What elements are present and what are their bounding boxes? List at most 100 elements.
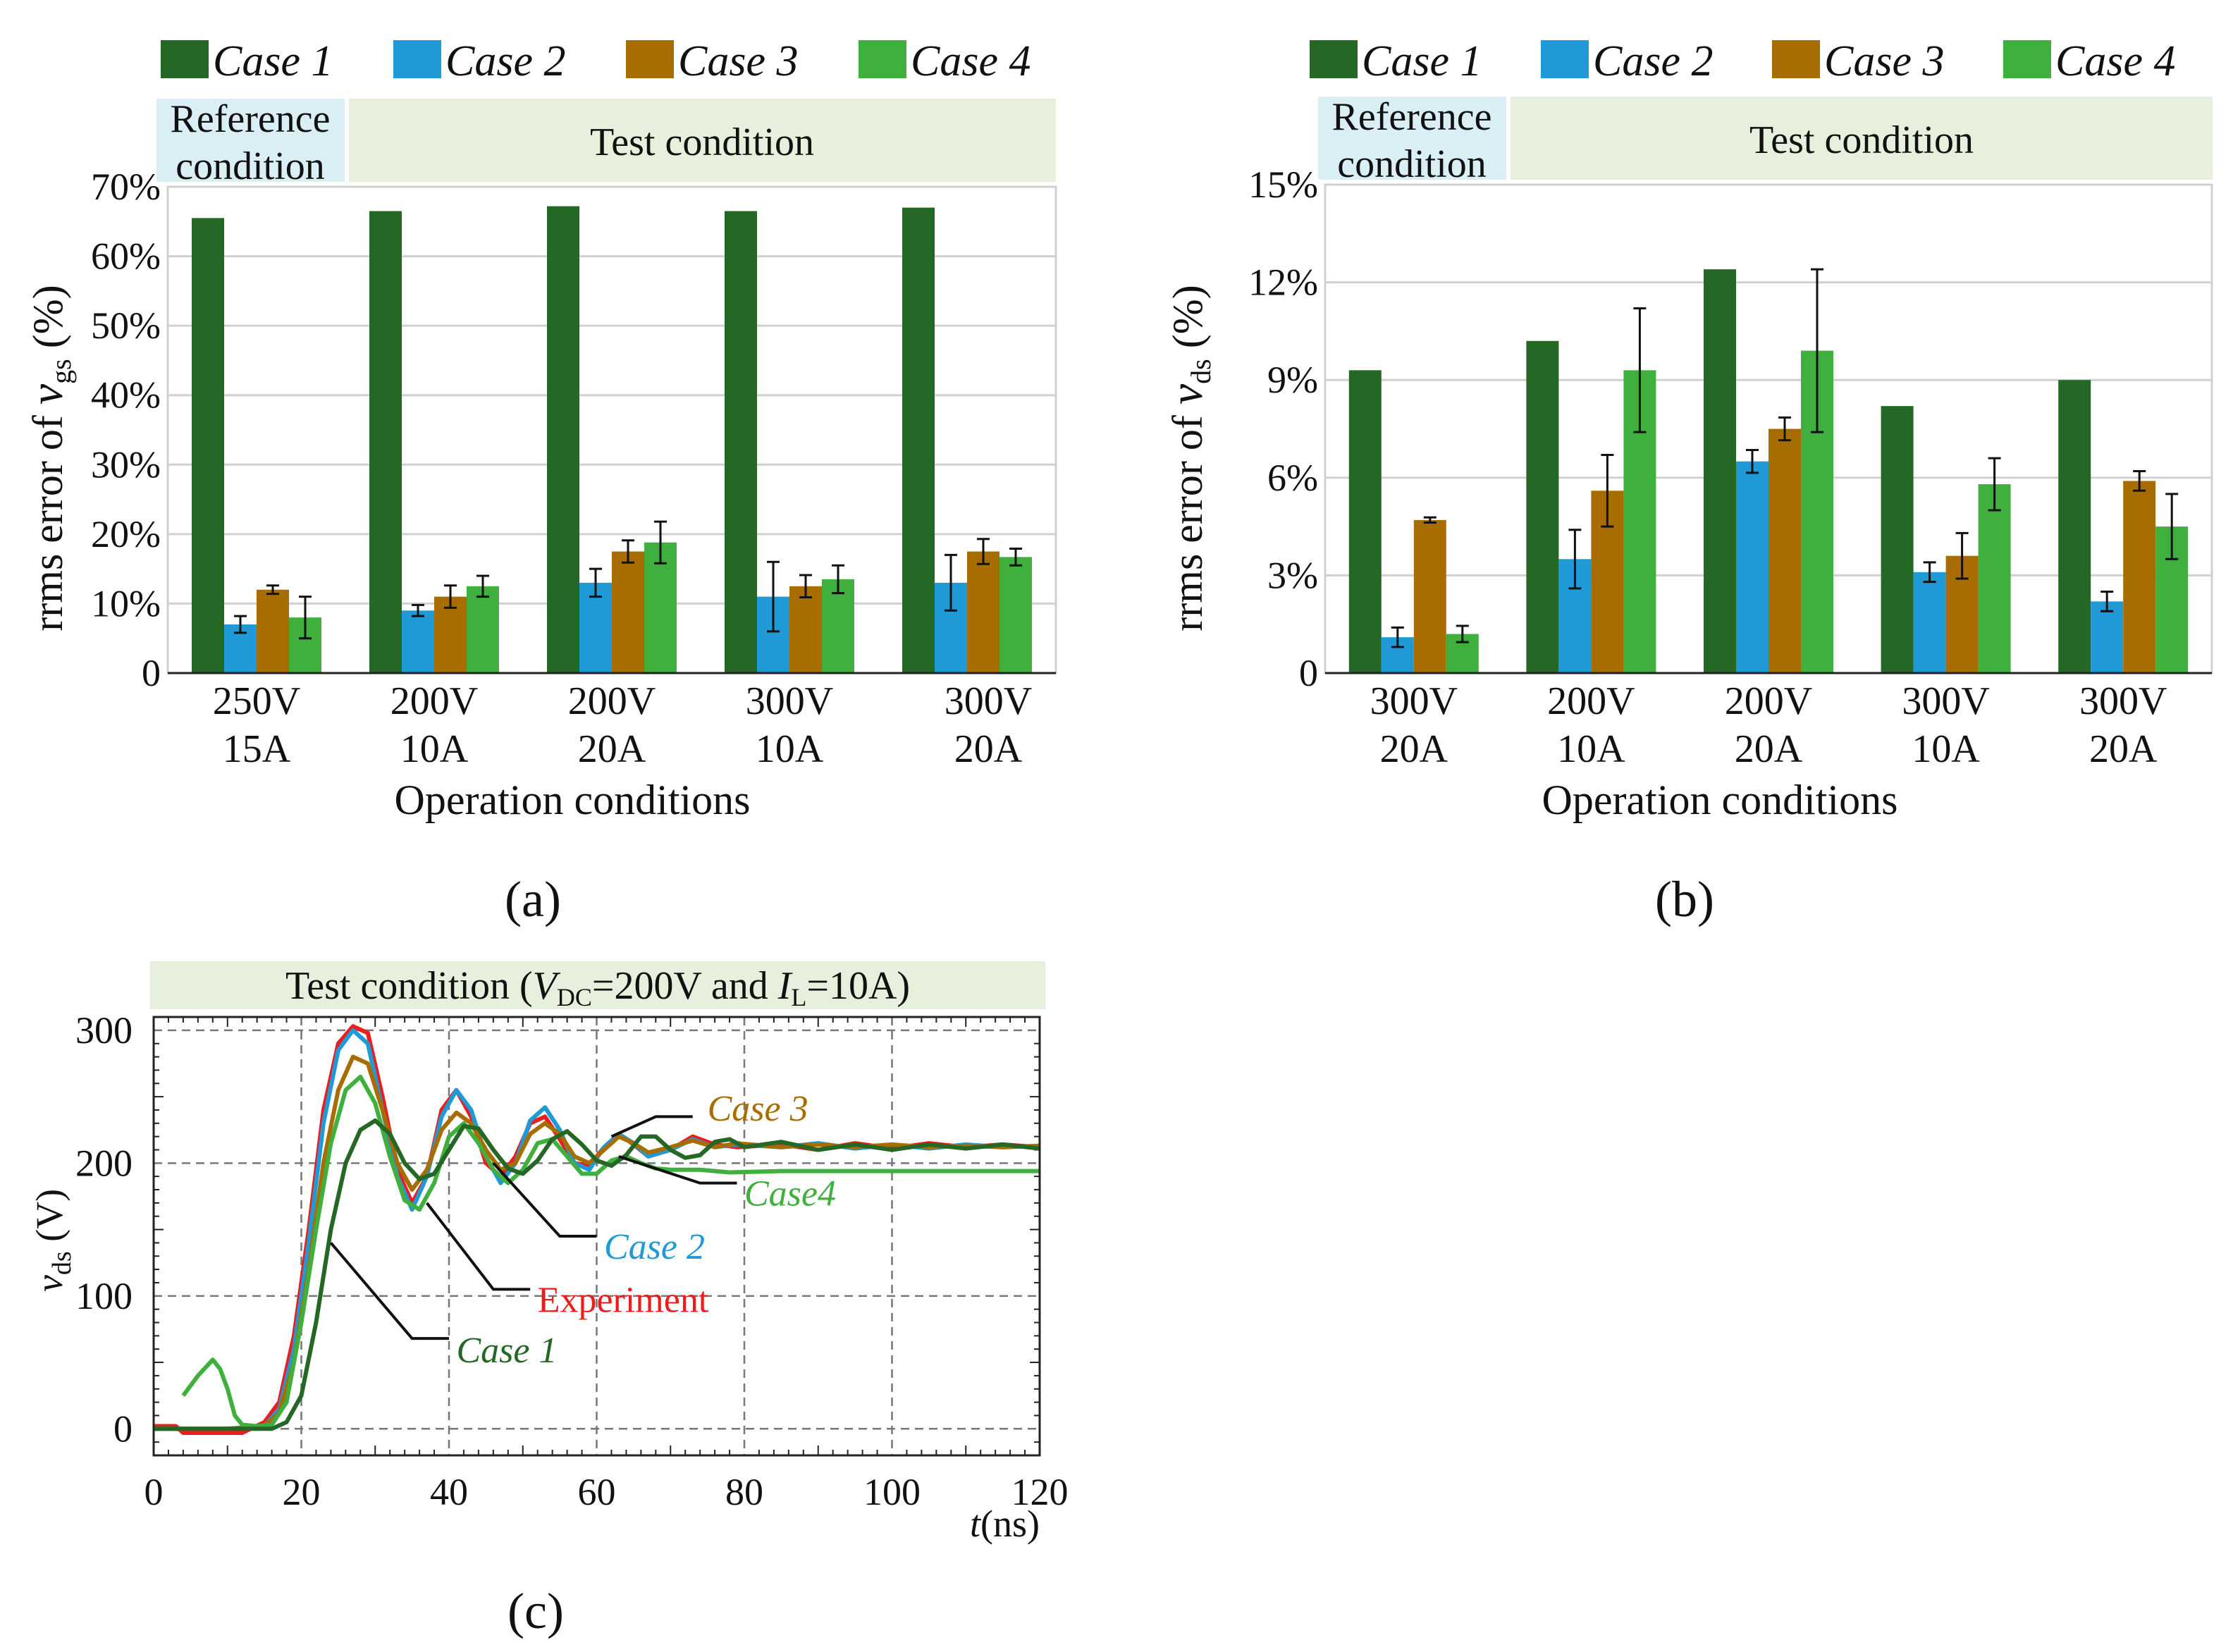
x-axis-title-a: Operation conditions xyxy=(395,777,751,823)
y-tick-label: 6% xyxy=(1267,457,1318,499)
category-label: 200V xyxy=(1547,679,1635,723)
y-tick-label: 12% xyxy=(1248,261,1318,304)
annotation-label: Case4 xyxy=(744,1174,836,1214)
bar-case3 xyxy=(612,551,644,673)
condition-bands-b: Reference condition Test condition xyxy=(1318,95,2213,186)
category-label: 200V xyxy=(568,679,656,723)
bar-case2 xyxy=(1736,461,1768,673)
category-label: 300V xyxy=(945,679,1032,723)
plot-frame xyxy=(152,1016,1041,1457)
test-label-a: Test condition xyxy=(590,121,814,164)
reference-label-b-line2: condition xyxy=(1337,142,1487,186)
x-tick-label: 60 xyxy=(578,1471,616,1513)
legend-swatch-4 xyxy=(859,40,906,78)
bar-case1 xyxy=(1881,406,1914,673)
category-label: 15A xyxy=(223,727,291,771)
reference-label-a-line1: Reference xyxy=(171,97,331,141)
bar-case1 xyxy=(547,206,579,674)
y-tick-label: 70% xyxy=(91,166,161,208)
panel-label-a: (a) xyxy=(505,871,561,927)
x-tick-label: 80 xyxy=(725,1471,763,1513)
y-axis-title-c: vds (V) xyxy=(28,1189,77,1292)
x-tick-label: 120 xyxy=(1011,1471,1069,1513)
bar-case3 xyxy=(434,596,467,673)
x-tick-label: 20 xyxy=(283,1471,321,1513)
line-case-1 xyxy=(154,1118,1040,1431)
bar-case4 xyxy=(822,579,854,673)
legend-swatch-2 xyxy=(393,40,441,78)
bar-case1 xyxy=(902,207,935,674)
y-tick-label: 20% xyxy=(91,513,161,555)
bar-case3 xyxy=(1413,519,1446,673)
category-label: 20A xyxy=(954,727,1023,771)
legend-swatch-1 xyxy=(1310,40,1358,78)
panel-c: Test condition (VDC=200V and IL=10A) 0 20… xyxy=(28,961,1069,1639)
reference-band-b xyxy=(1318,97,1506,180)
x-tick-label: 0 xyxy=(144,1471,164,1513)
category-label: 300V xyxy=(1370,679,1458,723)
panel-a: Case 1 Case 2 Case 3 Case 4 Reference condi… xyxy=(21,37,1057,927)
annotation-leader xyxy=(618,1154,737,1185)
category-label: 10A xyxy=(1912,727,1980,771)
bar-case2 xyxy=(2091,601,2124,673)
panel-b: Case 1 Case 2 Case 3 Case 4 Reference condi… xyxy=(1161,37,2213,927)
legend-swatch-3 xyxy=(626,40,674,78)
reference-label-a-line2: condition xyxy=(176,144,325,188)
bar-case1 xyxy=(1704,269,1736,673)
x-tick-label: 40 xyxy=(430,1471,468,1513)
bar-case3 xyxy=(257,589,289,673)
annotation-label: Case 3 xyxy=(708,1089,808,1129)
test-band-b xyxy=(1511,97,2213,180)
plot-area-c: 0 20 40 60 80 100 120 0 100 200 300 Case 3 Case4 Case… xyxy=(75,1009,1069,1513)
bar-case1 xyxy=(1526,340,1559,673)
annotation-leader xyxy=(610,1115,693,1138)
y-axis-title-a: rrms error of vgs (%) xyxy=(21,285,77,631)
legend-swatch-1 xyxy=(161,40,209,78)
y-axis-title-b: rrms error of vds (%) xyxy=(1161,285,1217,631)
category-label: 250V xyxy=(213,679,300,723)
y-tick-label: 100 xyxy=(75,1275,133,1317)
y-tick-label: 0 xyxy=(142,652,161,694)
test-label-b: Test condition xyxy=(1749,118,1974,162)
y-tick-label: 3% xyxy=(1267,554,1318,596)
category-label: 20A xyxy=(1735,727,1803,771)
test-band-c xyxy=(150,961,1045,1009)
bar-case2 xyxy=(579,582,612,673)
annotation-leader xyxy=(329,1242,449,1340)
legend-b: Case 1 Case 2 Case 3 Case 4 xyxy=(1310,37,2176,85)
legend-label-2: Case 2 xyxy=(1593,37,1714,85)
x-axis-title-b: Operation conditions xyxy=(1542,777,1898,823)
bar-case3 xyxy=(2123,481,2156,673)
bar-case1 xyxy=(369,211,402,673)
y-tick-label: 0 xyxy=(1299,652,1318,694)
bar-case1 xyxy=(2058,380,2091,673)
legend-label-4: Case 4 xyxy=(911,37,1031,85)
category-label: 20A xyxy=(2089,727,2158,771)
legend-swatch-2 xyxy=(1541,40,1589,78)
bar-case3 xyxy=(789,586,822,673)
bar-case1 xyxy=(192,218,224,673)
y-tick-label: 0 xyxy=(113,1407,133,1450)
category-label: 20A xyxy=(578,727,646,771)
category-label: 20A xyxy=(1380,727,1448,771)
annotation-label: Experiment xyxy=(538,1280,709,1320)
y-tick-label: 60% xyxy=(91,235,161,278)
y-tick-label: 30% xyxy=(91,443,161,486)
line-case-4 xyxy=(181,1074,1040,1429)
y-tick-label: 9% xyxy=(1267,359,1318,401)
bar-case3 xyxy=(1768,429,1801,673)
bar-case1 xyxy=(1348,370,1382,673)
bar-case1 xyxy=(725,211,757,673)
y-tick-label: 15% xyxy=(1248,164,1318,206)
legend-label-1: Case 1 xyxy=(213,37,333,85)
category-label: 300V xyxy=(746,679,833,723)
legend-a: Case 1 Case 2 Case 3 Case 4 xyxy=(161,37,1031,85)
plot-area-b: 03%6%9%12%15%300V20A200V10A200V20A300V10… xyxy=(1248,164,2213,771)
test-label-c: Test condition (VDC=200V and IL=10A) xyxy=(285,964,910,1011)
legend-swatch-4 xyxy=(2003,40,2051,78)
bar-case2 xyxy=(1913,572,1946,673)
legend-label-1: Case 1 xyxy=(1362,37,1482,85)
annotation-leader xyxy=(492,1161,597,1238)
bar-case3 xyxy=(967,551,999,673)
